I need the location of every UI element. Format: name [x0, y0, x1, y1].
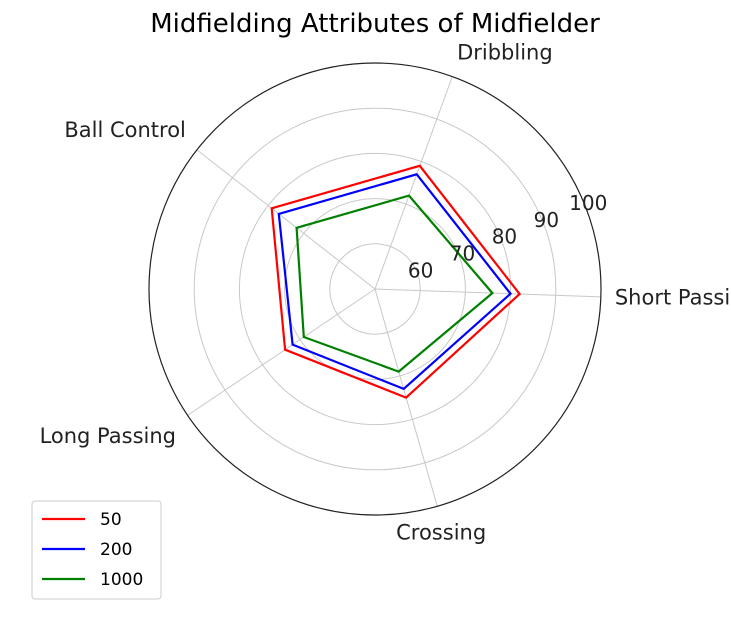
- radial-tick-label: 100: [569, 191, 607, 215]
- axis-label-short-passing: Short Passing: [615, 285, 731, 309]
- radial-tick-label: 80: [492, 225, 517, 249]
- axis-label-long-passing: Long Passing: [40, 424, 176, 448]
- series-line-50: [270, 164, 522, 399]
- legend: 50 200 1000: [31, 500, 162, 600]
- axis-spokes: [187, 76, 601, 507]
- legend-label-1000: 1000: [100, 570, 143, 590]
- radial-tick-labels: 60 70 80 90 100: [408, 191, 607, 283]
- legend-label-50: 50: [100, 510, 122, 530]
- axis-label-crossing: Crossing: [396, 521, 486, 545]
- axis-labels: Short Passing Dribbling Ball Control Long P…: [40, 40, 731, 544]
- chart-title: Midfielding Attributes of Midfielder: [150, 9, 600, 39]
- axis-label-ball-control: Ball Control: [64, 118, 186, 142]
- legend-box: [31, 500, 162, 600]
- spoke-long-passing: [187, 288, 376, 416]
- spoke-dribbling: [374, 76, 453, 290]
- radial-tick-label: 60: [408, 259, 433, 283]
- legend-label-200: 200: [100, 540, 132, 560]
- grid-circle-60: [329, 243, 421, 335]
- spoke-short-passing: [374, 288, 601, 298]
- grid-circle-90: [193, 107, 557, 471]
- spoke-ball-control: [196, 149, 376, 290]
- series-line-200: [277, 173, 513, 391]
- axis-label-dribbling: Dribbling: [457, 40, 553, 64]
- outer-frame: [148, 62, 602, 516]
- radial-grid: [193, 107, 557, 471]
- series-lines: [270, 164, 522, 399]
- radial-tick-label: 90: [534, 208, 559, 232]
- grid-circle-80: [238, 152, 512, 426]
- series-line-1000: [295, 194, 494, 373]
- radial-tick-label: 70: [450, 242, 475, 266]
- grid-circle-70: [284, 198, 466, 380]
